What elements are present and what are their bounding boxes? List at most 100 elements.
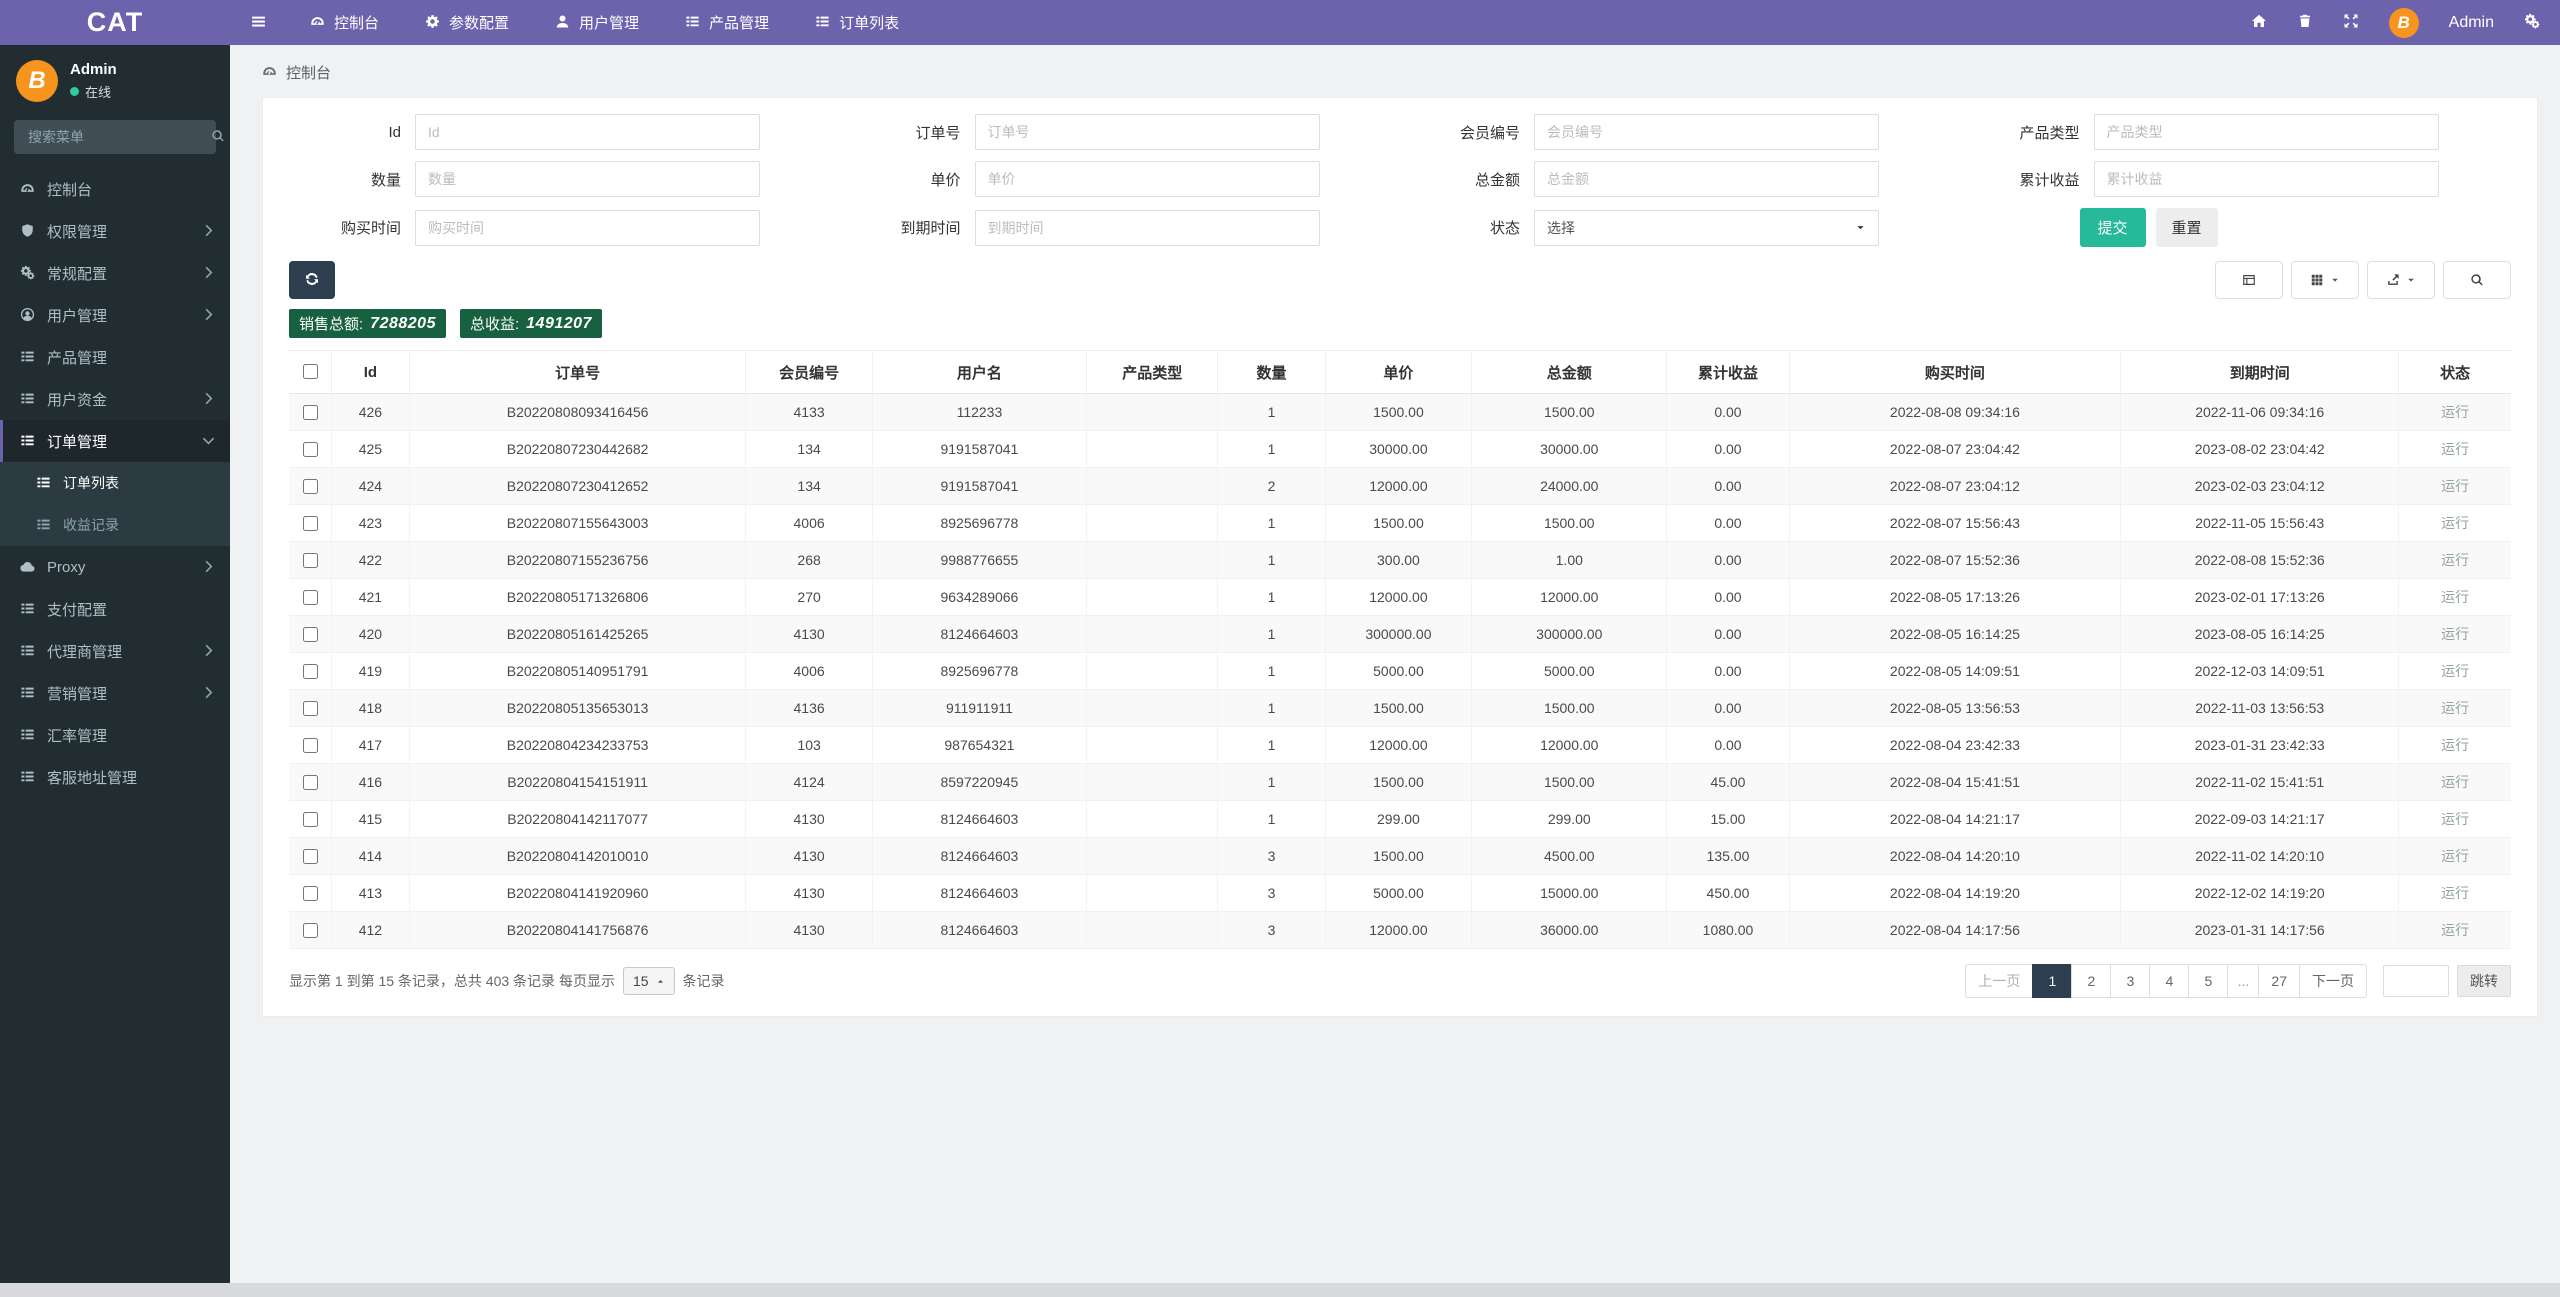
filter-input-income[interactable]: [2093, 161, 2439, 197]
page-button-3[interactable]: 3: [2110, 964, 2151, 998]
filter-input-total-amount[interactable]: [1534, 161, 1879, 197]
trash-icon[interactable]: [2297, 13, 2313, 32]
columns-button[interactable]: [2291, 261, 2359, 299]
row-checkbox[interactable]: [302, 552, 318, 568]
sidebar-item-order-list[interactable]: 订单列表: [0, 462, 230, 504]
row-checkbox[interactable]: [302, 922, 318, 938]
table-cell: 15000.00: [1471, 874, 1667, 912]
table-cell: 2023-01-31 14:17:56: [2120, 911, 2399, 949]
table-cell: B20220805171326806: [408, 578, 746, 616]
filter-label-product-type: 产品类型: [2019, 124, 2080, 142]
reset-button[interactable]: 重置: [2155, 208, 2218, 247]
top-navbar: CAT 控制台 参数配置 用户管理 产品管理 订单列表 B Admin: [0, 0, 2560, 45]
page-size-dropdown[interactable]: 15: [622, 967, 675, 995]
row-checkbox[interactable]: [302, 700, 318, 716]
submit-button[interactable]: 提交: [2079, 208, 2146, 247]
sidebar-item-general-config[interactable]: 常规配置: [0, 252, 230, 294]
toggle-view-button[interactable]: [2215, 261, 2283, 299]
page-button-5[interactable]: 5: [2188, 964, 2229, 998]
page-button-1[interactable]: 1: [2032, 964, 2073, 998]
search-icon[interactable]: [211, 128, 225, 146]
avatar[interactable]: B: [2388, 7, 2419, 38]
search-button[interactable]: [2443, 261, 2511, 299]
sidebar-item-exchange-rate[interactable]: 汇率管理: [0, 714, 230, 756]
row-checkbox[interactable]: [302, 848, 318, 864]
home-icon[interactable]: [2251, 13, 2267, 32]
sidebar-item-user-funds[interactable]: 用户资金: [0, 378, 230, 420]
pagination-summary-unit: 条记录: [682, 973, 725, 989]
prev-page-button[interactable]: 上一页: [1965, 964, 2034, 998]
filter-select-status[interactable]: 选择: [1534, 209, 1879, 246]
filter-input-product-type[interactable]: [2093, 114, 2439, 150]
sidebar-item-dashboard[interactable]: 控制台: [0, 168, 230, 210]
filter-input-order-no[interactable]: [974, 114, 1320, 150]
row-checkbox-cell: [289, 504, 332, 542]
row-checkbox[interactable]: [302, 774, 318, 790]
nav-tab-products[interactable]: 产品管理: [662, 0, 792, 45]
row-checkbox[interactable]: [302, 663, 318, 679]
table-cell: 15.00: [1666, 800, 1790, 838]
columns-grid-icon: [2310, 272, 2324, 288]
jump-button[interactable]: 跳转: [2457, 965, 2511, 997]
table-cell: 12000.00: [1324, 467, 1472, 505]
table-cell: 134: [745, 467, 873, 505]
row-checkbox[interactable]: [302, 404, 318, 420]
sidebar-item-marketing-mgmt[interactable]: 营销管理: [0, 672, 230, 714]
filter-input-buy-time[interactable]: [415, 209, 760, 246]
nav-tab-users[interactable]: 用户管理: [532, 0, 662, 45]
table-cell: 2022-08-07 23:04:12: [1788, 467, 2121, 505]
page-button-4[interactable]: 4: [2149, 964, 2190, 998]
income-total-value: 1491207: [526, 314, 592, 332]
row-checkbox[interactable]: [302, 441, 318, 457]
content-card: Id订单号会员编号产品类型数量单价总金额累计收益购买时间到期时间状态选择 提交 …: [262, 97, 2538, 1017]
sidebar-item-user-mgmt[interactable]: 用户管理: [0, 294, 230, 336]
filter-input-quantity[interactable]: [415, 161, 760, 197]
sidebar-item-income-records[interactable]: 收益记录: [0, 504, 230, 546]
nav-tab-dashboard[interactable]: 控制台: [287, 0, 402, 45]
sidebar-item-product-mgmt[interactable]: 产品管理: [0, 336, 230, 378]
filter-input-expire-time[interactable]: [974, 209, 1320, 246]
pagination-bar: 显示第 1 到第 15 条记录，总共 403 条记录 每页显示 15 条记录 上…: [289, 964, 2511, 998]
filter-input-id[interactable]: [415, 114, 760, 150]
table-row: 414 B20220804142010010 4130 8124664603 3 1500…: [289, 837, 2511, 875]
settings-gears-icon[interactable]: [2524, 13, 2540, 32]
sidebar-item-service-address[interactable]: 客服地址管理: [0, 756, 230, 798]
nav-tab-params[interactable]: 参数配置: [402, 0, 532, 45]
row-checkbox[interactable]: [302, 478, 318, 494]
row-checkbox[interactable]: [302, 626, 318, 642]
row-checkbox[interactable]: [302, 515, 318, 531]
table-cell: 1: [1217, 430, 1326, 468]
page-button-2[interactable]: 2: [2071, 964, 2112, 998]
select-all-checkbox[interactable]: [302, 364, 318, 379]
sidebar-item-payment-config[interactable]: 支付配置: [0, 588, 230, 630]
table-cell: 4124: [745, 763, 873, 801]
jump-page-input[interactable]: [2383, 965, 2449, 997]
table-cell: [1086, 541, 1218, 579]
sidebar-item-permissions[interactable]: 权限管理: [0, 210, 230, 252]
sidebar-item-agent-mgmt[interactable]: 代理商管理: [0, 630, 230, 672]
table-cell: 415: [330, 800, 410, 838]
page-button-27[interactable]: 27: [2258, 964, 2300, 998]
sidebar-item-order-mgmt[interactable]: 订单管理: [0, 420, 230, 462]
export-button[interactable]: [2367, 261, 2435, 299]
table-toolbar: [289, 261, 2511, 299]
nav-tab-order-list[interactable]: 订单列表: [792, 0, 922, 45]
filter-label-status: 状态: [1489, 220, 1520, 237]
filter-input-member-no[interactable]: [1534, 114, 1879, 150]
row-checkbox[interactable]: [302, 885, 318, 901]
next-page-button[interactable]: 下一页: [2299, 964, 2367, 998]
sidebar-search-input[interactable]: [26, 128, 211, 146]
filter-field-total-amount: 总金额: [1408, 161, 1952, 197]
sidebar-menu: 控制台 权限管理 常规配置 用户管理 产品管理 用户资金 订单管理 订单列表 收益记录 Proxy…: [0, 168, 230, 798]
refresh-button[interactable]: [289, 261, 335, 299]
table-cell: 414: [330, 837, 410, 875]
filter-input-unit-price[interactable]: [974, 161, 1320, 197]
expand-icon[interactable]: [2343, 13, 2359, 32]
row-checkbox[interactable]: [302, 737, 318, 753]
user-menu[interactable]: Admin: [2448, 13, 2494, 31]
table-cell: 300000.00: [1324, 615, 1472, 653]
sidebar-toggle-button[interactable]: [230, 0, 287, 45]
row-checkbox[interactable]: [302, 811, 318, 827]
row-checkbox[interactable]: [302, 589, 318, 605]
sidebar-item-proxy[interactable]: Proxy: [0, 546, 230, 588]
